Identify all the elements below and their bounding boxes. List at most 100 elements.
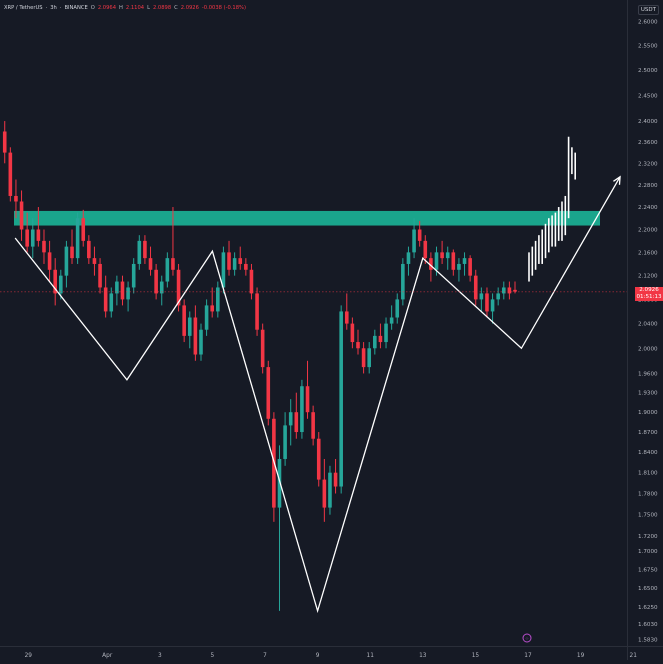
candle[interactable]	[92, 246, 97, 276]
candle[interactable]	[445, 246, 450, 270]
candle[interactable]	[193, 305, 198, 361]
y-tick-label: 1.6500	[638, 586, 658, 592]
candle[interactable]	[103, 275, 108, 318]
candle[interactable]	[501, 281, 506, 300]
candle[interactable]	[468, 255, 472, 282]
candle[interactable]	[115, 275, 119, 306]
candle[interactable]	[361, 342, 366, 374]
candle[interactable]	[8, 147, 13, 202]
candle[interactable]	[171, 207, 175, 276]
candle[interactable]	[204, 299, 209, 336]
resistance-zone[interactable]	[14, 210, 600, 226]
candle[interactable]	[507, 281, 512, 300]
symbol-name[interactable]: XRP / TetherUS	[4, 5, 43, 11]
candle[interactable]	[244, 258, 248, 276]
candle[interactable]	[81, 209, 86, 247]
interval-label[interactable]: 3h	[50, 5, 57, 11]
candle[interactable]	[187, 311, 192, 349]
candle[interactable]	[182, 299, 186, 343]
candle[interactable]	[423, 235, 428, 264]
candle[interactable]	[36, 207, 41, 247]
candle[interactable]	[154, 263, 158, 300]
candle[interactable]	[406, 246, 411, 276]
candle[interactable]	[47, 240, 52, 282]
candle[interactable]	[216, 281, 220, 318]
candle[interactable]	[373, 329, 377, 355]
candle[interactable]	[14, 179, 18, 219]
candle[interactable]	[64, 240, 69, 288]
candle[interactable]	[316, 432, 321, 487]
candle[interactable]	[238, 246, 243, 270]
candle[interactable]	[59, 269, 63, 300]
event-marker[interactable]: ⁘	[522, 633, 532, 643]
candle[interactable]	[210, 287, 215, 318]
candle[interactable]	[75, 212, 80, 264]
candle[interactable]	[131, 258, 136, 294]
candle[interactable]	[311, 405, 315, 446]
pattern-line[interactable]	[14, 176, 621, 614]
candle[interactable]	[412, 218, 416, 259]
candle[interactable]	[159, 275, 164, 306]
candle[interactable]	[109, 287, 114, 318]
candle[interactable]	[513, 281, 517, 294]
candle[interactable]	[87, 235, 91, 264]
candle[interactable]	[232, 252, 237, 276]
candle[interactable]	[339, 305, 343, 494]
candle[interactable]	[485, 287, 489, 318]
currency-badge[interactable]: USDT	[637, 5, 659, 15]
candle[interactable]	[199, 323, 203, 361]
candle[interactable]	[260, 323, 265, 374]
candle[interactable]	[367, 342, 372, 374]
candle[interactable]	[429, 252, 433, 282]
candle[interactable]	[148, 246, 153, 276]
candle[interactable]	[462, 252, 467, 276]
candle[interactable]	[98, 258, 102, 294]
candle[interactable]	[389, 305, 394, 330]
low-value: 2.0898	[152, 5, 172, 11]
candle[interactable]	[344, 293, 349, 330]
candle[interactable]	[328, 465, 332, 515]
candle[interactable]	[283, 412, 287, 466]
candle[interactable]	[249, 263, 254, 300]
candle[interactable]	[322, 458, 327, 522]
candle[interactable]	[137, 235, 142, 270]
candle[interactable]	[384, 317, 388, 349]
candle[interactable]	[451, 249, 456, 276]
candle[interactable]	[25, 212, 29, 253]
candle[interactable]	[356, 329, 360, 355]
candle[interactable]	[70, 229, 74, 264]
candle[interactable]	[401, 258, 405, 306]
candle[interactable]	[294, 392, 299, 439]
candle[interactable]	[42, 229, 46, 264]
candle[interactable]	[490, 293, 495, 324]
candle[interactable]	[305, 360, 310, 419]
candle[interactable]	[473, 269, 478, 306]
candle[interactable]	[395, 293, 400, 324]
y-tick-label: 1.7200	[638, 534, 658, 540]
candle[interactable]	[333, 458, 338, 494]
candle[interactable]	[300, 379, 304, 439]
candle[interactable]	[457, 258, 461, 282]
candle[interactable]	[221, 246, 226, 294]
candle[interactable]	[2, 121, 7, 164]
candle[interactable]	[126, 281, 130, 312]
candle[interactable]	[440, 240, 444, 264]
candle[interactable]	[227, 240, 231, 276]
candle[interactable]	[30, 218, 35, 259]
candle[interactable]	[255, 287, 259, 336]
candle[interactable]	[350, 317, 355, 349]
candle[interactable]	[19, 190, 24, 241]
candle[interactable]	[165, 252, 170, 288]
candle[interactable]	[496, 287, 500, 306]
candle[interactable]	[120, 275, 125, 306]
candle[interactable]	[176, 263, 181, 312]
candle[interactable]	[288, 399, 293, 446]
candle[interactable]	[266, 360, 271, 426]
candle[interactable]	[378, 323, 383, 349]
candle[interactable]	[417, 221, 422, 247]
candle[interactable]	[53, 258, 57, 306]
candle[interactable]	[143, 235, 147, 264]
candle[interactable]	[277, 445, 282, 611]
candle[interactable]	[479, 287, 484, 312]
